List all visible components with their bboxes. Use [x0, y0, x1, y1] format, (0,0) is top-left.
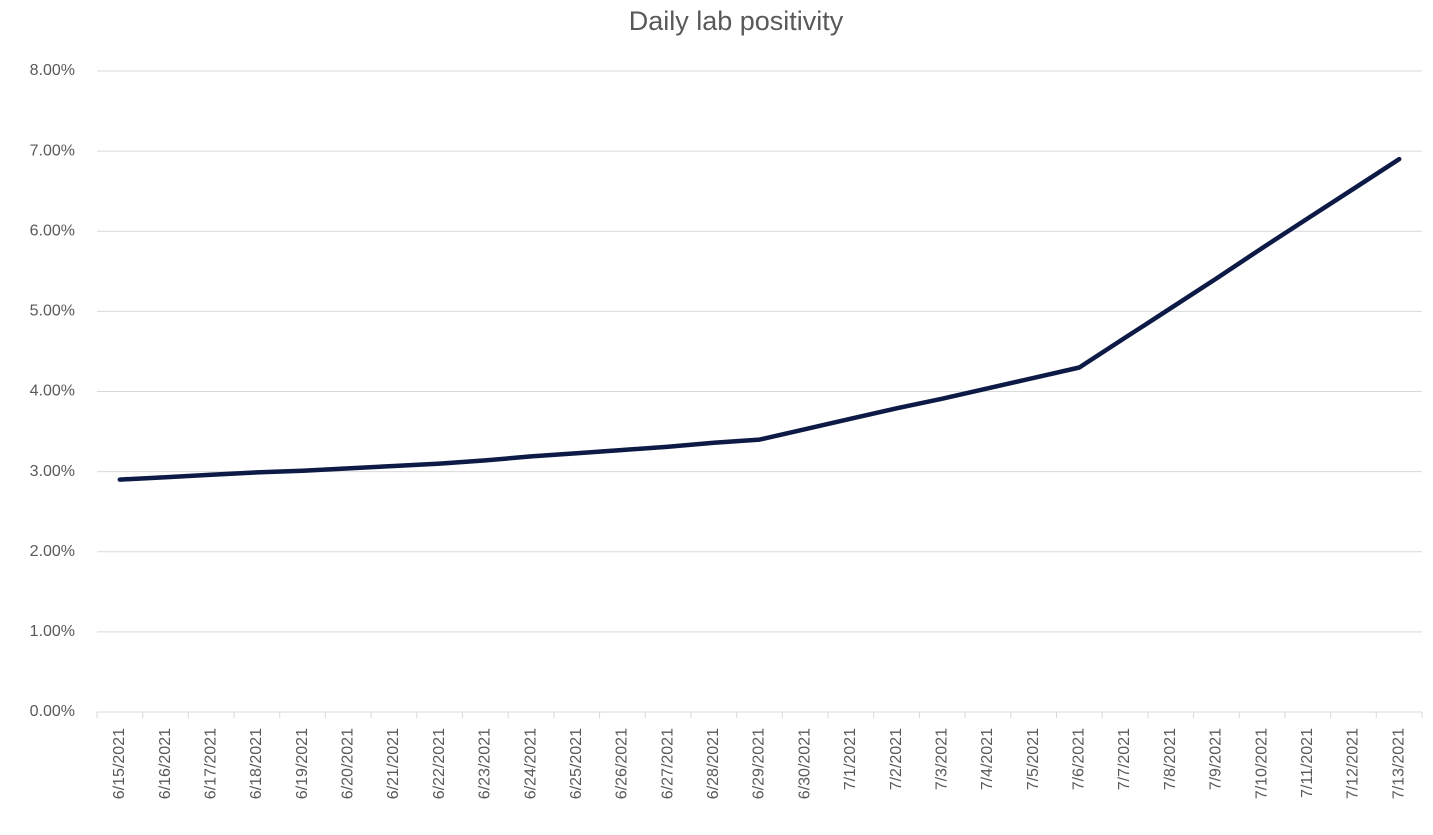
x-tick-label: 7/2/2021 [888, 728, 905, 790]
x-tick-label: 6/20/2021 [340, 728, 357, 799]
y-tick-label: 6.00% [30, 222, 75, 239]
x-tick-label: 6/15/2021 [111, 728, 128, 799]
y-tick-label: 5.00% [30, 303, 75, 320]
x-tick-label: 6/28/2021 [705, 728, 722, 799]
x-tick-label: 7/10/2021 [1253, 728, 1270, 799]
x-tick-label: 7/11/2021 [1299, 728, 1316, 798]
y-tick-label: 0.00% [30, 703, 75, 720]
x-tick-label: 7/13/2021 [1390, 728, 1407, 799]
x-tick-label: 6/19/2021 [294, 728, 311, 799]
x-tick-label: 7/5/2021 [1025, 728, 1042, 790]
y-tick-label: 2.00% [30, 543, 75, 560]
x-tick-label: 6/27/2021 [659, 728, 676, 799]
chart-title: Daily lab positivity [629, 6, 844, 36]
x-tick-label: 7/12/2021 [1345, 728, 1362, 799]
x-tick-label: 6/17/2021 [202, 728, 219, 799]
y-tick-label: 3.00% [30, 463, 75, 480]
x-tick-label: 7/7/2021 [1116, 728, 1133, 790]
x-tick-label: 7/1/2021 [842, 728, 859, 790]
x-tick-label: 6/21/2021 [385, 728, 402, 799]
y-tick-label: 1.00% [30, 623, 75, 640]
x-tick-label: 7/3/2021 [933, 728, 950, 790]
x-tick-label: 6/23/2021 [477, 728, 494, 799]
y-tick-label: 8.00% [30, 62, 75, 79]
x-tick-label: 7/6/2021 [1071, 728, 1088, 790]
x-tick-label: 7/4/2021 [979, 728, 996, 790]
x-tick-label: 6/26/2021 [614, 728, 631, 799]
x-tick-label: 6/25/2021 [568, 728, 585, 799]
x-tick-label: 6/29/2021 [751, 728, 768, 799]
x-tick-label: 6/16/2021 [157, 728, 174, 799]
y-tick-label: 7.00% [30, 142, 75, 159]
x-tick-label: 6/30/2021 [796, 728, 813, 799]
x-tick-label: 7/8/2021 [1162, 728, 1179, 790]
y-tick-label: 4.00% [30, 383, 75, 400]
x-tick-label: 7/9/2021 [1208, 728, 1225, 790]
x-tick-label: 6/22/2021 [431, 728, 448, 799]
data-line [117, 156, 1402, 482]
x-tick-label: 6/18/2021 [248, 728, 265, 799]
x-tick-label: 6/24/2021 [522, 728, 539, 799]
